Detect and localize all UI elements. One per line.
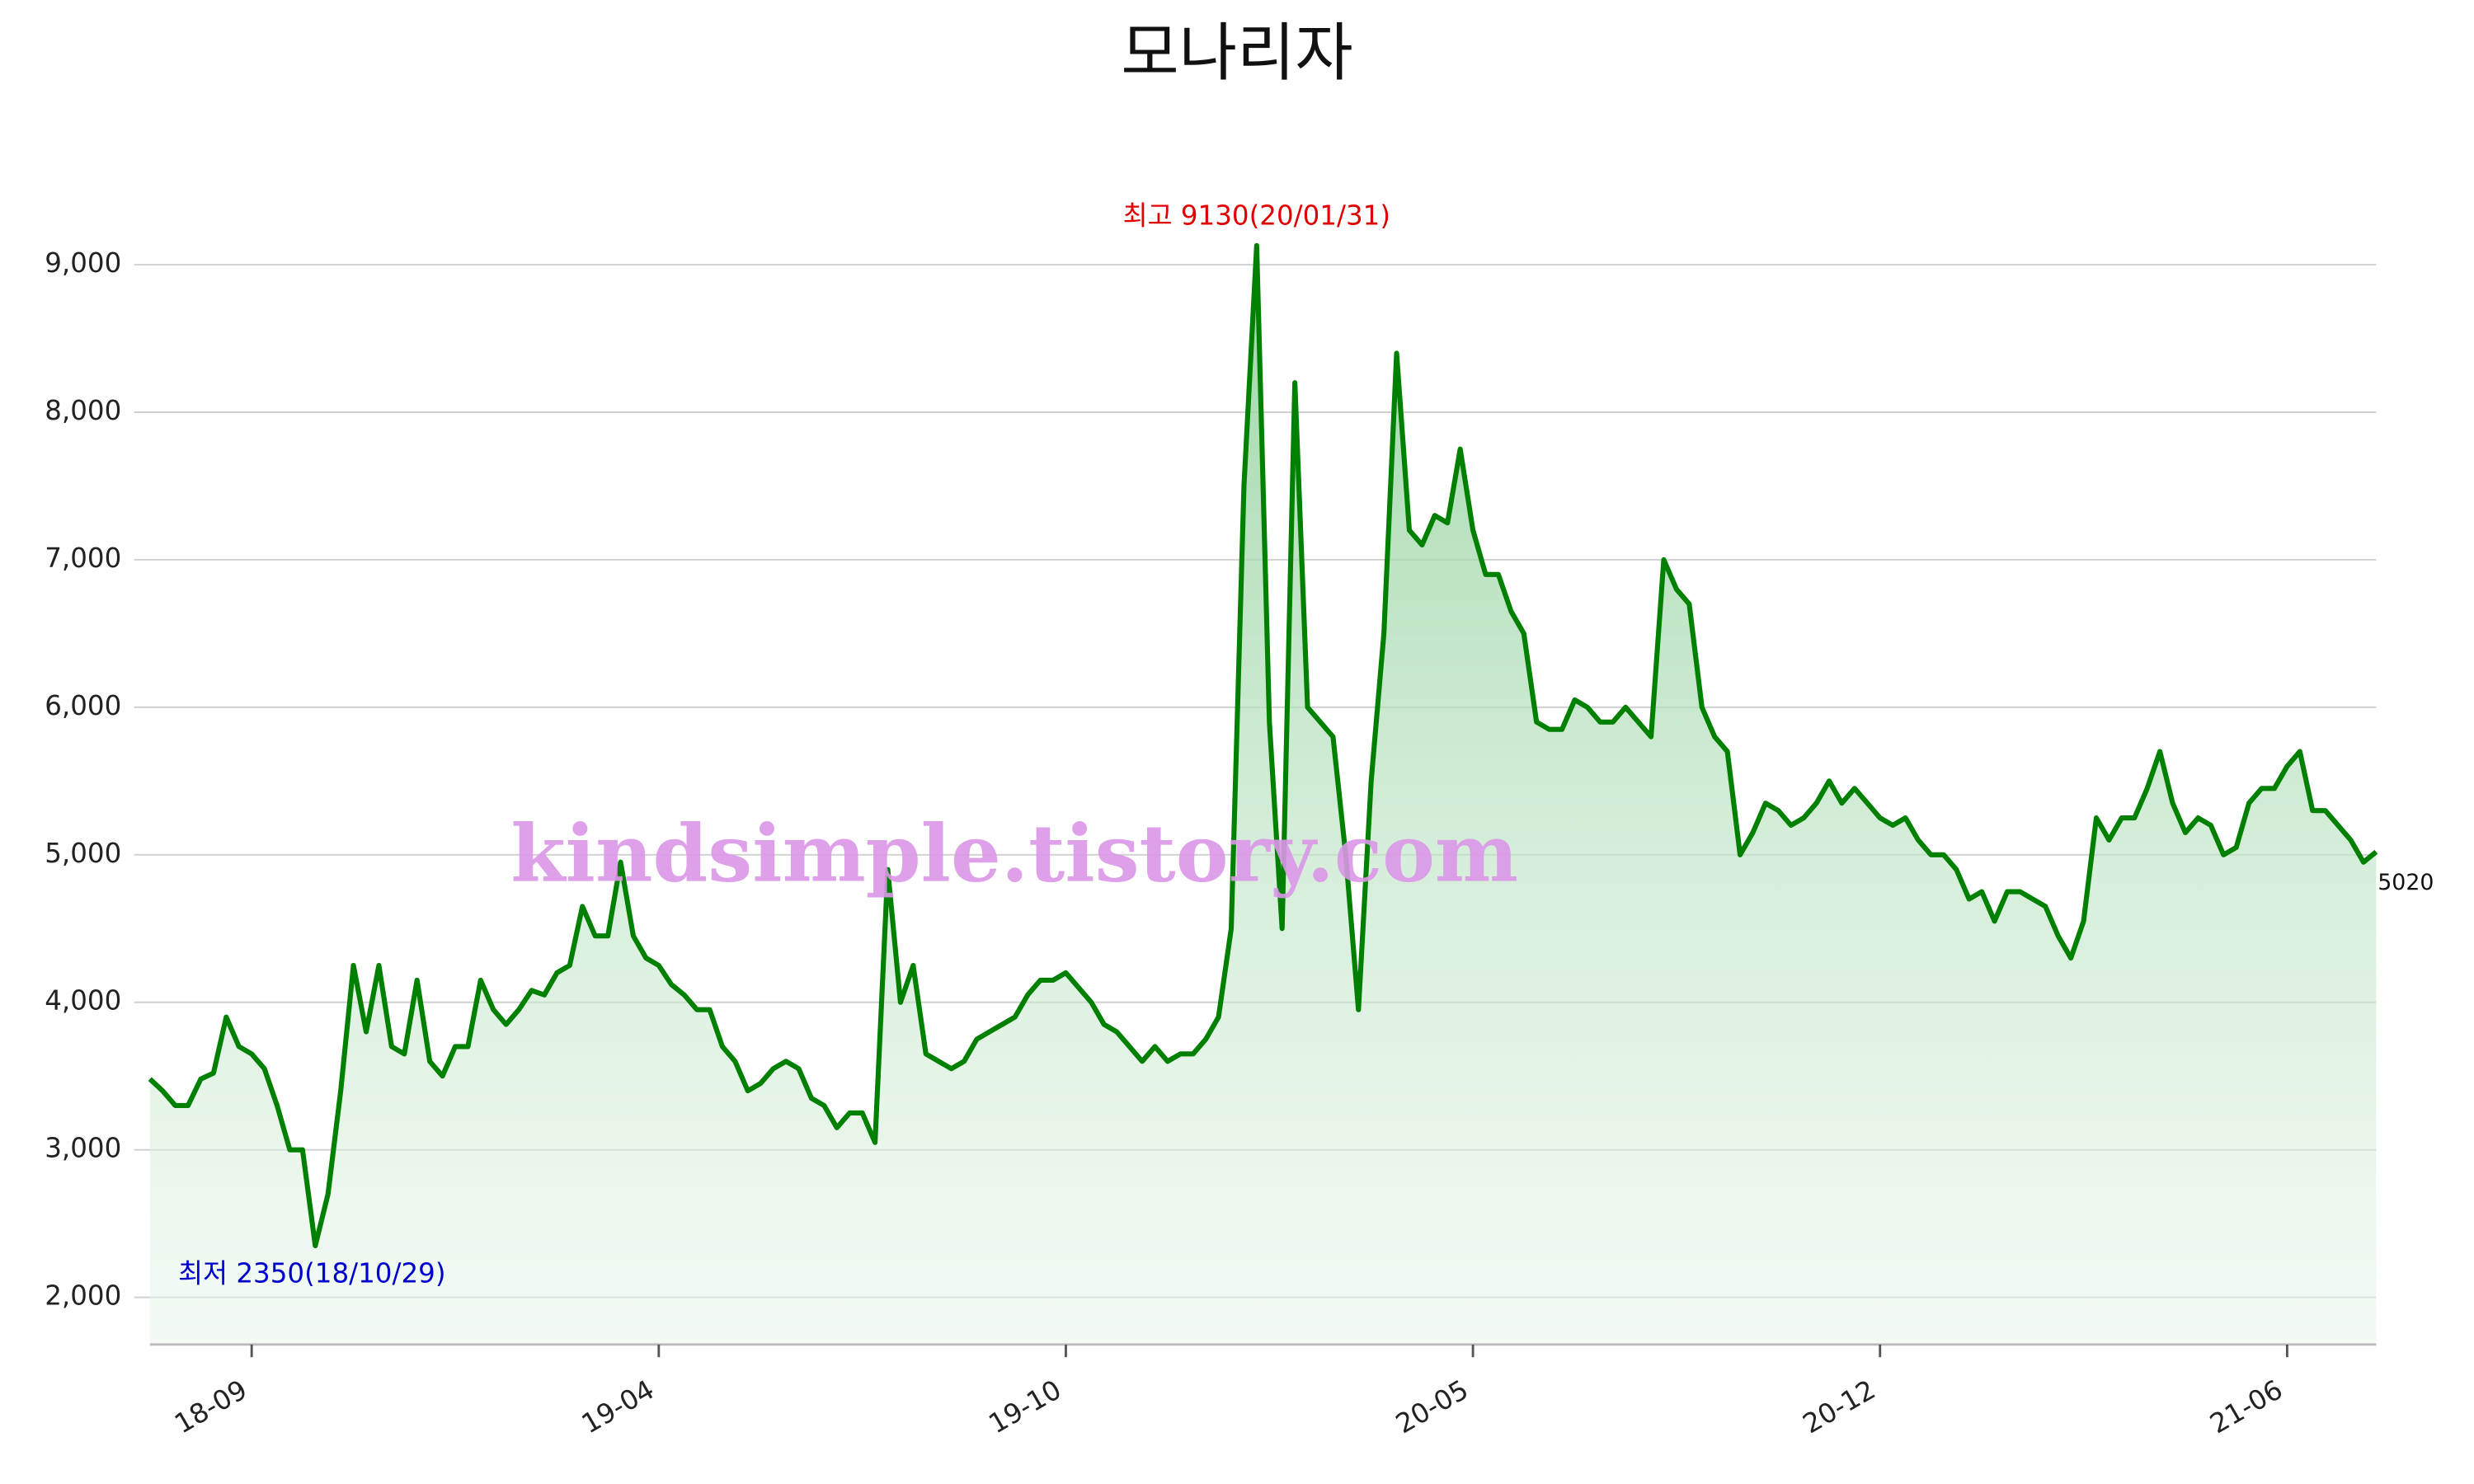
x-tick-label: 20-12: [1798, 1374, 1881, 1439]
y-tick-label: 3,000: [45, 1133, 121, 1164]
area: [149, 245, 2377, 1345]
x-tick-label: 19-10: [983, 1374, 1066, 1439]
chart-title: 모나리자: [1121, 17, 1353, 91]
annotation: 최고 9130(20/01/31): [1123, 200, 1390, 231]
y-tick-label: 7,000: [45, 542, 121, 574]
y-tick-label: 9,000: [45, 247, 121, 279]
y-tick-label: 6,000: [45, 690, 121, 721]
x-tick-label: 21-06: [2204, 1374, 2288, 1439]
last-value-label: 5020: [2378, 870, 2434, 895]
watermark: kindsimple.tistory.com: [510, 806, 1518, 899]
price-line: [148, 242, 2378, 1249]
y-tick-label: 4,000: [45, 985, 121, 1017]
annotation: 최저 2350(18/10/29): [178, 1258, 445, 1289]
x-tick-label: 19-04: [576, 1374, 660, 1439]
y-tick-label: 2,000: [45, 1280, 121, 1312]
x-tick-label: 20-05: [1390, 1374, 1474, 1439]
y-tick-label: 8,000: [45, 395, 121, 426]
x-tick-label: 18-09: [169, 1374, 252, 1439]
y-tick-label: 5,000: [45, 838, 121, 869]
